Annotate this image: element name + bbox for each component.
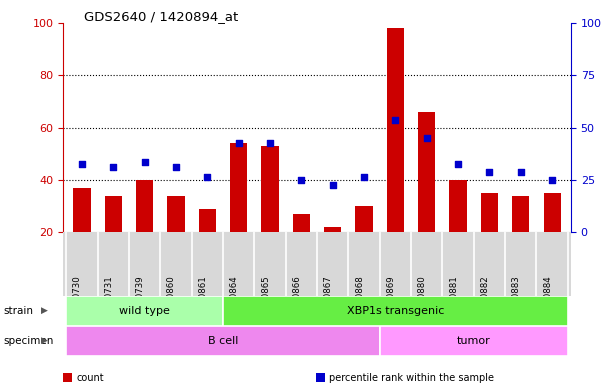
Point	[234, 140, 243, 146]
Bar	[387, 28, 404, 232]
Point	[484, 169, 494, 175]
Bar	[167, 196, 185, 232]
Point	[296, 177, 306, 183]
Bar	[223, 296, 568, 326]
Bar	[293, 214, 310, 232]
Bar	[199, 209, 216, 232]
Text: percentile rank within the sample: percentile rank within the sample	[329, 373, 494, 383]
Text: count: count	[76, 373, 104, 383]
Text: GDS2640 / 1420894_at: GDS2640 / 1420894_at	[84, 10, 239, 23]
Bar	[380, 326, 568, 356]
Bar	[230, 143, 247, 232]
Bar	[481, 193, 498, 232]
Bar	[450, 180, 467, 232]
Bar	[73, 188, 91, 232]
Text: tumor: tumor	[457, 336, 490, 346]
Bar	[355, 206, 373, 232]
Point	[108, 164, 118, 170]
Text: specimen: specimen	[3, 336, 53, 346]
Text: strain: strain	[3, 306, 33, 316]
Point	[548, 177, 557, 183]
Text: B cell: B cell	[208, 336, 238, 346]
Bar	[105, 196, 122, 232]
Point	[140, 159, 150, 165]
Text: ▶: ▶	[41, 336, 47, 345]
Text: wild type: wild type	[119, 306, 170, 316]
Point	[422, 135, 432, 141]
Point	[391, 117, 400, 123]
Bar	[136, 180, 153, 232]
Bar	[66, 326, 380, 356]
Point	[453, 161, 463, 167]
Point	[203, 174, 212, 180]
Bar	[261, 146, 279, 232]
Point	[359, 174, 369, 180]
Point	[77, 161, 87, 167]
Text: ▶: ▶	[41, 306, 47, 315]
Bar	[324, 227, 341, 232]
Bar	[66, 296, 223, 326]
Point	[516, 169, 526, 175]
Text: XBP1s transgenic: XBP1s transgenic	[347, 306, 444, 316]
Point	[328, 182, 338, 188]
Point	[171, 164, 181, 170]
Bar	[512, 196, 529, 232]
Point	[265, 140, 275, 146]
Bar	[543, 193, 561, 232]
Bar	[418, 112, 435, 232]
